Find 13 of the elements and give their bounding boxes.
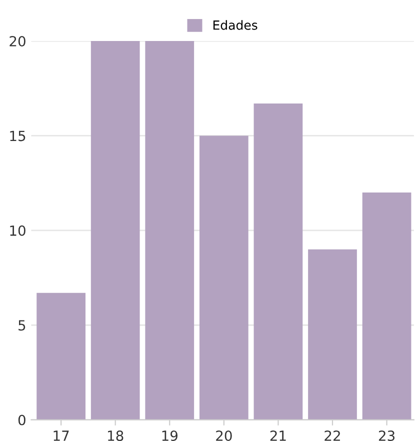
y-tick-label: 0 — [18, 414, 26, 426]
x-tick-label: 18 — [108, 430, 124, 441]
y-tick-label: 10 — [10, 225, 26, 236]
x-tick-label: 17 — [54, 430, 69, 441]
y-tick-label: 15 — [10, 130, 26, 142]
x-tick-label: 19 — [162, 430, 178, 441]
y-tick-label: 20 — [10, 36, 26, 46]
x-tick-label: 22 — [324, 430, 340, 441]
x-tick-label: 21 — [270, 430, 286, 441]
y-tick-label: 5 — [18, 320, 26, 331]
legend-label: Edades — [213, 20, 258, 30]
x-tick-label: 23 — [378, 430, 394, 441]
x-tick-label: 20 — [216, 430, 232, 441]
